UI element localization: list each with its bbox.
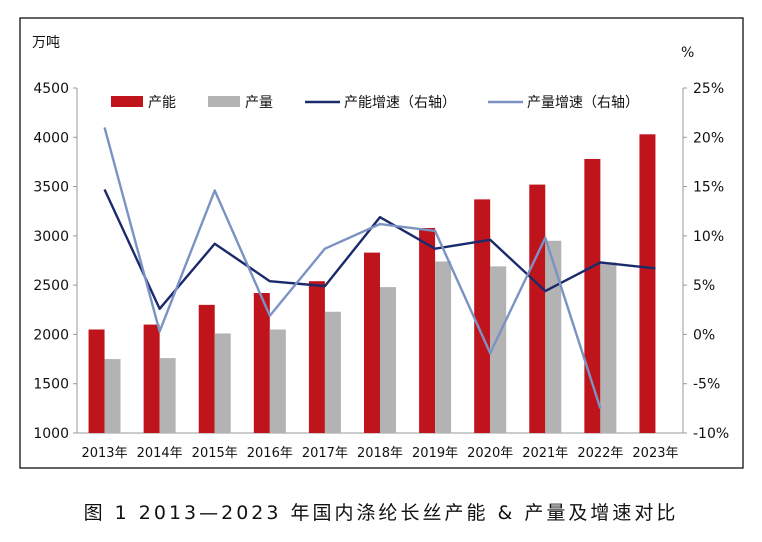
right-tick-label: 5% [693, 278, 715, 294]
left-axis-ticks: 1000 1500 2000 2500 3000 3500 4000 4500 [33, 81, 77, 442]
left-axis-unit: 万吨 [32, 35, 60, 51]
capacity-bar [308, 281, 325, 433]
legend-label-capacity-growth: 产能增速（右轴） [344, 95, 456, 111]
legend: 产能 产量 产能增速（右轴） 产量增速（右轴） [111, 95, 639, 111]
left-tick-label: 3000 [33, 229, 69, 245]
capacity-bar [639, 134, 656, 434]
right-tick-label: 0% [693, 327, 715, 343]
right-tick-label: -5% [693, 377, 720, 393]
output-bar [435, 261, 452, 433]
capacity-bar [364, 252, 380, 433]
output-bar [600, 262, 617, 433]
x-tick-label: 2018年 [357, 446, 403, 461]
left-tick-label: 1000 [33, 426, 69, 442]
x-tick-label: 2017年 [302, 446, 348, 461]
left-tick-label: 3500 [33, 180, 69, 196]
legend-swatch-capacity [111, 96, 143, 107]
capacity-bar [143, 324, 160, 433]
figure-caption: 图 1 2013—2023 年国内涤纶长丝产能 & 产量及增速对比 [83, 502, 679, 524]
capacity-bar [88, 329, 105, 433]
right-tick-label: 25% [693, 81, 724, 97]
legend-label-output-growth: 产量增速（右轴） [527, 95, 639, 111]
left-tick-label: 2000 [33, 327, 69, 343]
capacity-bar [253, 293, 270, 433]
output-bar [104, 359, 121, 433]
x-tick-label: 2021年 [522, 446, 568, 461]
x-tick-label: 2023年 [632, 446, 678, 461]
x-tick-label: 2020年 [467, 446, 513, 461]
x-tick-label: 2022年 [577, 446, 623, 461]
output-bar [545, 240, 562, 433]
chart-frame: 万吨 % 1000 1500 2000 2500 3000 3500 4000 4500 -1… [19, 17, 744, 469]
capacity-bar [529, 184, 546, 433]
output-bar [269, 329, 286, 433]
capacity-bar [474, 199, 491, 433]
legend-label-capacity: 产能 [148, 95, 176, 111]
right-axis-unit: % [681, 45, 694, 61]
x-tick-label: 2013年 [81, 446, 127, 461]
left-tick-label: 2500 [33, 278, 69, 294]
left-tick-label: 4500 [33, 81, 69, 97]
left-tick-label: 1500 [33, 377, 69, 393]
x-tick-label: 2019年 [412, 446, 458, 461]
output-bar [324, 311, 341, 433]
x-tick-label: 2014年 [137, 446, 183, 461]
right-tick-label: -10% [693, 426, 729, 442]
right-axis-ticks: -10% -5% 0% 5% 10% 15% 20% 25% [683, 81, 729, 442]
capacity-bar [419, 227, 436, 433]
line-series [103, 127, 656, 409]
capacity-bar [198, 304, 215, 433]
capacity-bar [584, 158, 601, 433]
right-tick-label: 15% [693, 180, 724, 196]
left-tick-label: 4000 [33, 130, 69, 146]
output-bar [380, 287, 396, 433]
output-bar [159, 358, 176, 433]
right-tick-label: 20% [693, 130, 724, 146]
output-bar [214, 333, 231, 433]
x-tick-label: 2015年 [192, 446, 238, 461]
x-tick-label: 2016年 [247, 446, 293, 461]
legend-label-output: 产量 [245, 95, 273, 111]
capacity-growth-line [103, 189, 656, 310]
output-growth-line [103, 127, 602, 409]
right-tick-label: 10% [693, 229, 724, 245]
x-axis-ticks: 2013年 2014年 2015年 2016年 2017年 2018年 2019年 2020年… [81, 446, 678, 461]
output-bar [490, 266, 507, 433]
legend-swatch-output [208, 96, 240, 107]
